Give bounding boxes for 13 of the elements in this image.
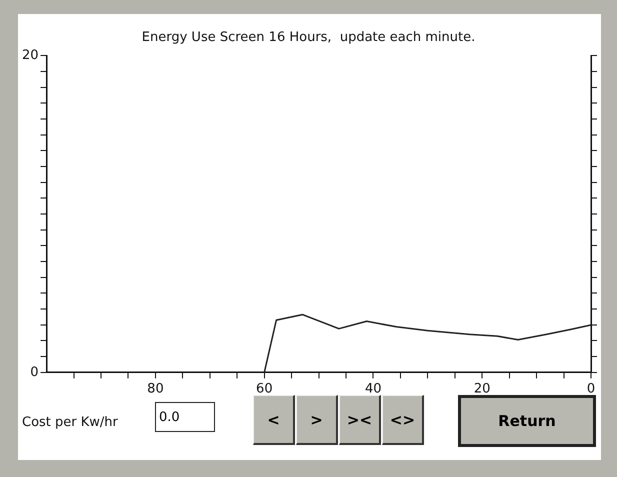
x-tick-label: 80: [147, 382, 164, 397]
x-tick-label: 20: [474, 382, 490, 397]
nav-button[interactable]: <: [253, 395, 295, 445]
chart-title: Energy Use Screen 16 Hours, update each minute.: [142, 30, 476, 46]
x-tick-label: 60: [256, 382, 273, 397]
x-tick-label: 0: [586, 382, 596, 397]
nav-button[interactable]: >: [296, 395, 338, 445]
return-button[interactable]: Return: [458, 395, 596, 447]
nav-button[interactable]: <>: [382, 395, 424, 445]
x-tick-label: 40: [364, 382, 382, 397]
text: Cost per Kw/hr: [22, 415, 118, 430]
cost-field[interactable]: 0.0: [155, 402, 215, 432]
nav-button[interactable]: ><: [339, 395, 381, 445]
